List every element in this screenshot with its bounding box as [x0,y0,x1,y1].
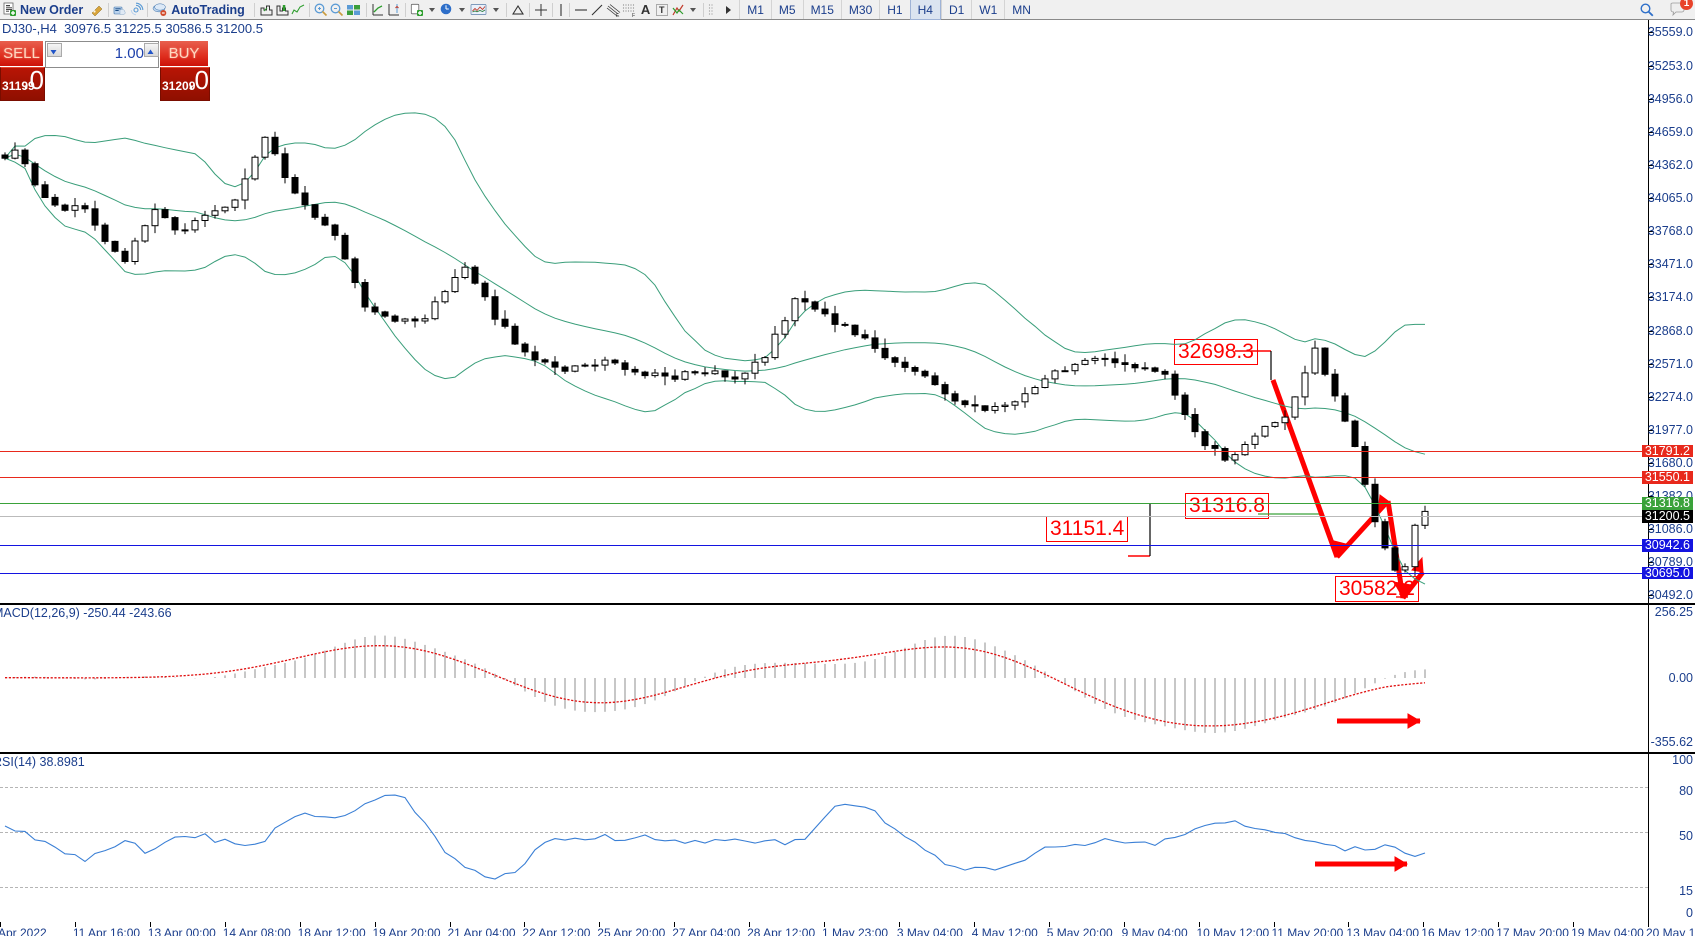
svg-text:T: T [659,5,665,15]
svg-text:F: F [632,13,635,18]
svg-text:E: E [616,13,620,18]
